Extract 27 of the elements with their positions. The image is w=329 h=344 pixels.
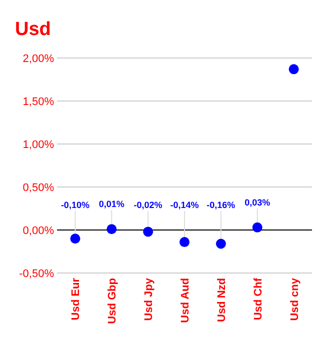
x-tick-label: Usd Eur (70, 277, 82, 320)
y-tick-label: 0,00% (22, 225, 54, 237)
x-tick-label: Usd cny (288, 277, 301, 321)
data-label: 0,03% (244, 197, 270, 208)
point (143, 226, 154, 237)
point (70, 234, 80, 244)
data-label: -0,02% (134, 200, 162, 210)
y-tick-label: 1,50% (22, 96, 54, 108)
x-tick-label: Usd Chf (252, 278, 264, 320)
data-label: -0,14% (170, 200, 199, 210)
y-tick-label: -0,50% (19, 268, 54, 280)
y-tick-label: 0,50% (22, 182, 54, 194)
point (180, 237, 190, 248)
point (252, 222, 262, 232)
point (288, 64, 299, 74)
data-label: -0,10% (60, 200, 90, 210)
data-label: 0,01% (98, 199, 124, 210)
x-tick-label: Usd Gbp (106, 278, 119, 324)
point (106, 224, 117, 234)
y-tick-label: 1,00% (22, 139, 54, 151)
chart-title: Usd (15, 19, 51, 40)
data-label: -0,16% (206, 200, 236, 210)
x-tick-label: Usd Jpy (143, 277, 156, 321)
y-tick-label: 2,00% (22, 53, 54, 65)
x-tick-label: Usd Aud (180, 278, 192, 323)
x-tick-label: Usd Nzd (216, 278, 228, 322)
point (216, 238, 226, 249)
